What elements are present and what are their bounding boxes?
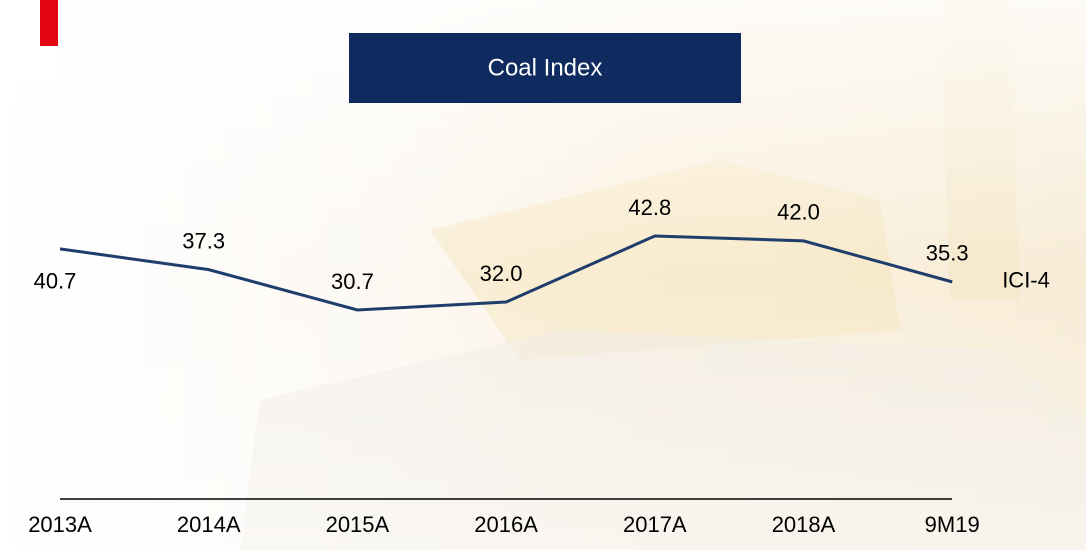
series-label: ICI-4: [1002, 268, 1050, 293]
data-label: 37.3: [182, 228, 225, 253]
line: [59, 234, 953, 312]
data-label: 30.7: [331, 269, 374, 294]
x-tick-label: 2017A: [623, 512, 687, 537]
data-label: 42.8: [628, 195, 671, 220]
x-tick-label: 2018A: [772, 512, 836, 537]
data-label: 32.0: [480, 261, 523, 286]
x-tick-label: 2013A: [28, 512, 92, 537]
x-tick-label: 9M19: [925, 512, 980, 537]
chart-title: Coal Index: [488, 54, 603, 81]
title-box: [349, 33, 741, 103]
data-label: 35.3: [926, 241, 969, 266]
data-label: 42.0: [777, 200, 820, 225]
accent-bar: [40, 0, 58, 46]
x-tick-label: 2014A: [177, 512, 241, 537]
data-label: 40.7: [34, 269, 77, 294]
x-tick-label: 2016A: [474, 512, 538, 537]
x-tick-label: 2015A: [326, 512, 390, 537]
